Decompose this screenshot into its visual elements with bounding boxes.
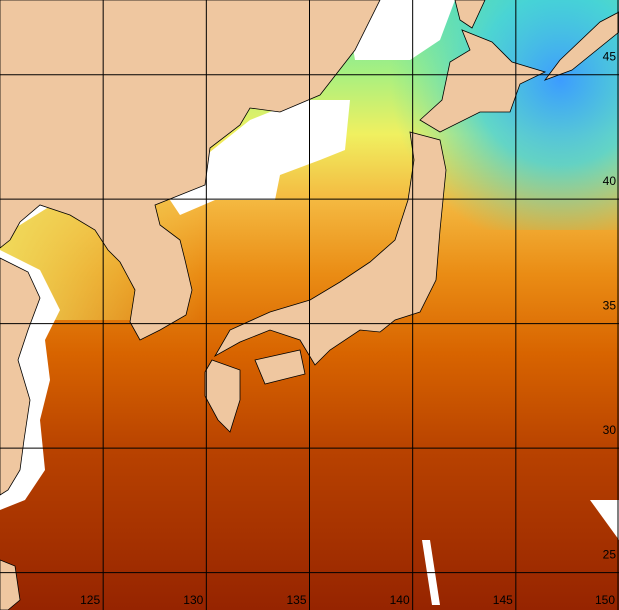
latitude-label: 25	[603, 548, 617, 562]
longitude-label: 150	[595, 593, 615, 607]
no-data	[590, 500, 619, 540]
latitude-label: 35	[603, 299, 617, 313]
latitude-label: 30	[603, 423, 617, 437]
no-data	[170, 100, 350, 215]
honshu	[213, 131, 447, 366]
latitude-label: 40	[603, 174, 617, 188]
no-data	[350, 0, 455, 60]
kyushu	[204, 359, 241, 433]
shikoku	[254, 349, 306, 385]
longitude-label: 130	[183, 593, 203, 607]
longitude-label: 125	[80, 593, 100, 607]
longitude-label: 145	[493, 593, 513, 607]
china-coast	[0, 257, 41, 496]
longitude-label: 140	[390, 593, 410, 607]
asian-mainland	[0, 0, 381, 341]
hokkaido	[419, 29, 547, 133]
kuril-islands	[543, 11, 619, 81]
sakhalin	[454, 0, 486, 29]
longitude-label: 135	[286, 593, 306, 607]
latitude-label: 45	[603, 50, 617, 64]
